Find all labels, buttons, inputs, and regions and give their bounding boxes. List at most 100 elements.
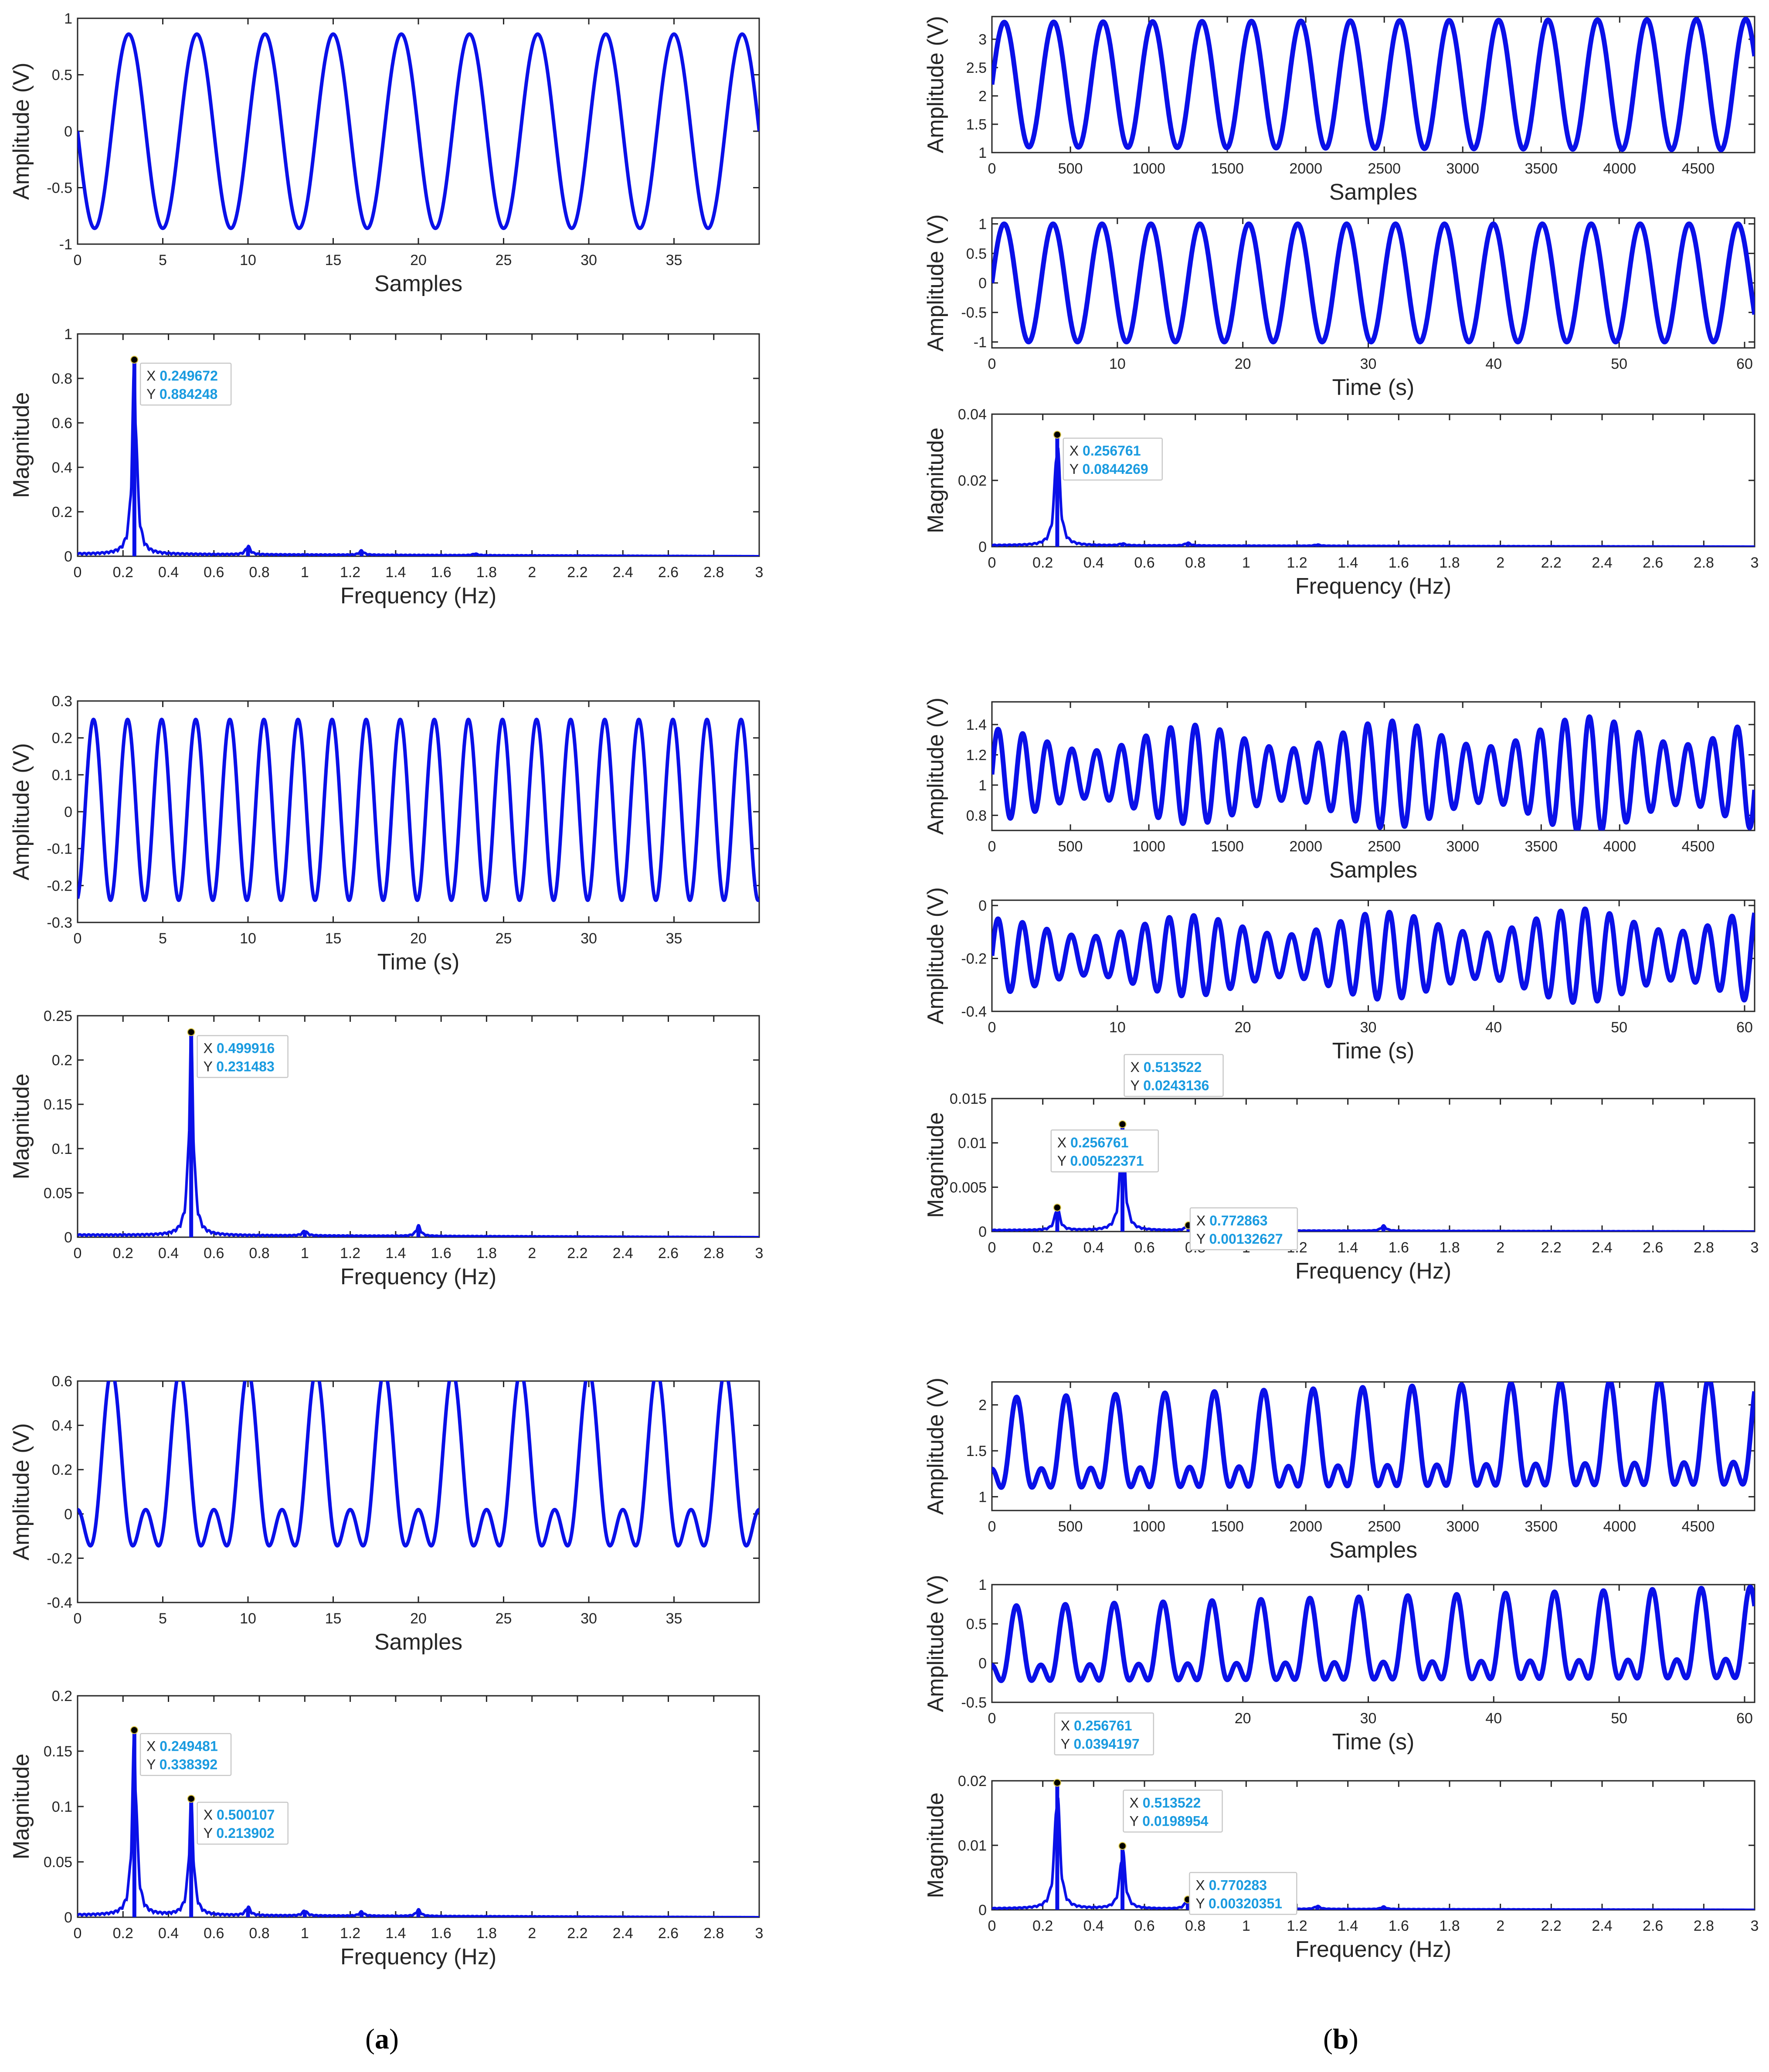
y-axis-label: Amplitude (V) — [923, 214, 948, 352]
datatip-box — [1054, 1712, 1154, 1756]
y-axis-label: Amplitude (V) — [9, 1423, 34, 1561]
datatip-marker[interactable] — [130, 356, 139, 364]
datatip-x-key: X — [204, 1807, 217, 1823]
datatip-box — [1189, 1872, 1297, 1915]
x-tick-label: 1.4 — [1338, 1239, 1358, 1256]
chart-a6: 0 0.2 0.4 0.6 0.8 1 1.2 1.4 1.6 1.8 2 2.2 2.4 2.6 2.8 3… — [9, 1688, 763, 1970]
y-axis-label: Magnitude — [9, 392, 34, 498]
x-tick-label: 0 — [988, 555, 996, 571]
y-tick-label: 0 — [978, 539, 987, 555]
datatip-y-key: Y — [204, 1059, 217, 1075]
x-axis-label: Frequency (Hz) — [1295, 574, 1451, 599]
x-tick-label: 60 — [1736, 1710, 1753, 1727]
y-tick-label: 1.5 — [966, 1443, 987, 1460]
datatip-marker[interactable] — [1053, 431, 1061, 439]
datatip-marker[interactable] — [187, 1028, 195, 1036]
x-tick-label: 2.4 — [1592, 1918, 1612, 1934]
datatip-x-key: X — [1057, 1135, 1070, 1150]
x-tick-label: 2000 — [1289, 160, 1322, 177]
datatip-x-key: X — [1130, 1795, 1143, 1810]
x-tick-label: 0.4 — [1083, 1918, 1104, 1934]
y-tick-label: 0.02 — [958, 473, 987, 489]
x-axis-label: Samples — [374, 1630, 462, 1655]
datatip-x-row: X 0.256761 — [1070, 443, 1141, 459]
x-tick-label: 0 — [988, 356, 996, 372]
datatip-1[interactable]: X 0.499916 Y 0.231483 — [197, 1035, 289, 1078]
x-axis-label: Frequency (Hz) — [340, 583, 496, 609]
x-axis-label: Time (s) — [1332, 375, 1415, 400]
x-tick-label: 20 — [1235, 356, 1251, 372]
y-tick-label: 0 — [978, 275, 987, 292]
x-tick-label: 2 — [528, 1245, 536, 1262]
y-axis-label: Amplitude (V) — [923, 1378, 948, 1515]
datatip-y-key: Y — [1195, 1895, 1209, 1911]
datatip-x-key: X — [146, 1739, 160, 1754]
x-tick-label: 0.2 — [1032, 1239, 1053, 1256]
datatip-y-key: Y — [1130, 1813, 1143, 1829]
datatip-x-row: X 0.499916 — [204, 1041, 275, 1056]
x-tick-label: 30 — [1360, 356, 1377, 372]
datatip-marker[interactable] — [1118, 1120, 1127, 1128]
y-axis-label: Amplitude (V) — [923, 1575, 948, 1712]
x-tick-label: 1000 — [1132, 160, 1165, 177]
x-axis-label: Time (s) — [1332, 1729, 1415, 1755]
x-tick-label: 0.4 — [158, 564, 179, 581]
x-tick-label: 2000 — [1289, 838, 1322, 855]
y-tick-label: 0.8 — [966, 807, 987, 824]
x-tick-label: 2500 — [1368, 1518, 1401, 1535]
x-axis-label: Time (s) — [377, 949, 460, 975]
x-tick-label: 0.2 — [113, 1925, 133, 1942]
x-tick-label: 2.6 — [658, 1245, 679, 1262]
x-tick-label: 1 — [301, 1245, 309, 1262]
y-tick-label: 0.1 — [52, 1799, 72, 1815]
x-tick-label: 1.8 — [1439, 1239, 1460, 1256]
x-tick-label: 1.6 — [1389, 1918, 1409, 1934]
signal-series-line — [78, 718, 759, 902]
x-tick-label: 3000 — [1446, 838, 1479, 855]
y-tick-label: 0.15 — [44, 1096, 72, 1113]
datatip-y-value: 0.213902 — [216, 1825, 274, 1841]
x-tick-label: 4000 — [1603, 1518, 1637, 1535]
x-tick-label: 3 — [1751, 1239, 1759, 1256]
x-tick-label: 4000 — [1603, 838, 1637, 855]
datatip-marker[interactable] — [1118, 1842, 1127, 1850]
x-tick-label: 0 — [988, 1239, 996, 1256]
y-tick-label: 0.1 — [52, 767, 72, 783]
datatip-marker[interactable] — [1053, 1204, 1061, 1212]
chart-a5: 0 5 10 15 20 25 30 35 -0.4 -0.2 0 0.2 0.4 0.6 Samples A… — [9, 1373, 760, 1655]
y-tick-label: 0.2 — [52, 1052, 72, 1069]
y-tick-label: 0.2 — [52, 1688, 72, 1705]
x-tick-label: 1.6 — [1389, 1239, 1409, 1256]
datatip-marker[interactable] — [187, 1795, 195, 1803]
datatip-x-key: X — [1131, 1059, 1144, 1075]
datatip-marker[interactable] — [1053, 1779, 1061, 1787]
x-tick-label: 1.6 — [431, 1245, 452, 1262]
y-tick-label: -0.2 — [47, 1550, 72, 1567]
x-tick-label: 1.8 — [476, 1245, 497, 1262]
x-axis-label: Frequency (Hz) — [340, 1944, 496, 1970]
x-tick-label: 0 — [74, 1925, 82, 1942]
datatip-marker[interactable] — [130, 1726, 139, 1734]
x-tick-label: 2500 — [1368, 838, 1401, 855]
datatip-y-row: Y 0.231483 — [204, 1059, 275, 1075]
datatip-box — [139, 362, 232, 406]
x-tick-label: 15 — [325, 930, 342, 947]
datatip-x-value: 0.256761 — [1074, 1718, 1132, 1733]
x-tick-label: 1.6 — [431, 564, 452, 581]
x-tick-label: 2.8 — [1694, 555, 1714, 571]
x-tick-label: 35 — [666, 930, 682, 947]
y-tick-label: 1 — [64, 326, 72, 343]
signal-series-line — [78, 1381, 759, 1548]
datatip-x-row: X 0.770283 — [1195, 1877, 1267, 1893]
